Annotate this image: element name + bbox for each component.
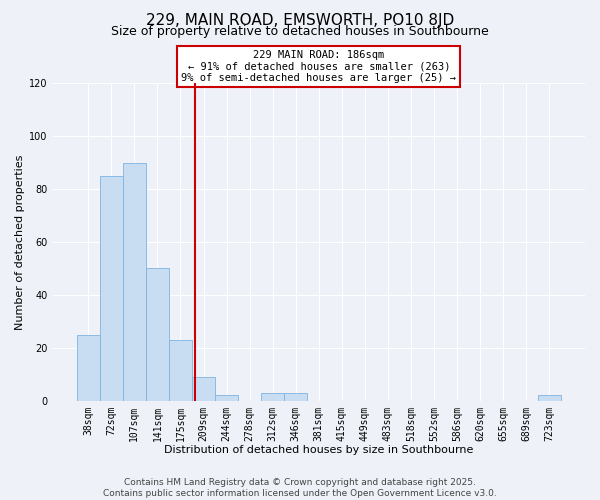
Bar <box>538 396 561 400</box>
Bar <box>77 334 100 400</box>
Bar <box>146 268 169 400</box>
Bar <box>192 377 215 400</box>
Y-axis label: Number of detached properties: Number of detached properties <box>15 154 25 330</box>
Bar <box>169 340 192 400</box>
X-axis label: Distribution of detached houses by size in Southbourne: Distribution of detached houses by size … <box>164 445 473 455</box>
Text: Contains HM Land Registry data © Crown copyright and database right 2025.
Contai: Contains HM Land Registry data © Crown c… <box>103 478 497 498</box>
Text: 229 MAIN ROAD: 186sqm
← 91% of detached houses are smaller (263)
9% of semi-deta: 229 MAIN ROAD: 186sqm ← 91% of detached … <box>181 50 456 83</box>
Text: 229, MAIN ROAD, EMSWORTH, PO10 8JD: 229, MAIN ROAD, EMSWORTH, PO10 8JD <box>146 12 454 28</box>
Text: Size of property relative to detached houses in Southbourne: Size of property relative to detached ho… <box>111 25 489 38</box>
Bar <box>123 162 146 400</box>
Bar <box>284 393 307 400</box>
Bar <box>261 393 284 400</box>
Bar <box>215 396 238 400</box>
Bar <box>100 176 123 400</box>
